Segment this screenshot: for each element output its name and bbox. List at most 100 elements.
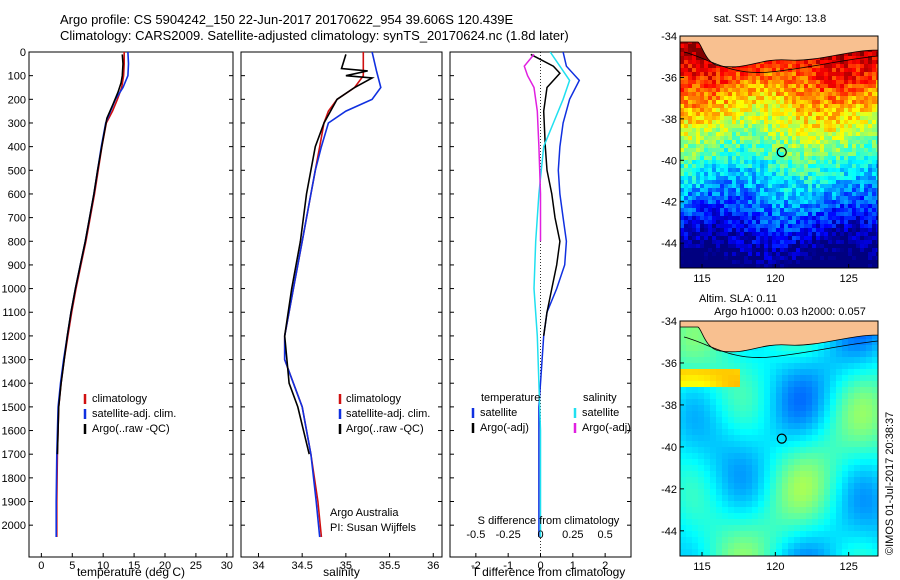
y-tick-label-5: 500 (8, 165, 26, 177)
map-x-tick-label-0: 115 (693, 273, 711, 285)
x-tick-label-2: 35 (340, 560, 352, 572)
legend-entry-1: satellite-adj. clim. (346, 408, 430, 420)
sst-map-title: sat. SST: 14 Argo: 13.8 (714, 13, 827, 25)
y-tick-label-14: 1400 (2, 378, 26, 390)
y-tick-label-11: 1100 (2, 307, 26, 319)
top-x-axis-label: S difference from climatology (478, 515, 620, 527)
map-x-tick-label-2: 125 (839, 273, 857, 285)
map-x-tick-label-1: 120 (766, 273, 784, 285)
x-tick-label-6: 30 (221, 560, 233, 572)
y-tick-label-2: 200 (8, 94, 26, 106)
y-tick-label-4: 400 (8, 142, 26, 154)
x-tick-label-0: 34 (252, 560, 264, 572)
shelf-contour (683, 51, 878, 73)
map-frame (679, 320, 879, 557)
y-tick-label-17: 1700 (2, 449, 26, 461)
legend-left-entry-1: satellite (480, 407, 517, 419)
map-y-tick-label-1: -36 (661, 358, 677, 370)
x-tick-label-5: 25 (190, 560, 202, 572)
x-tick-label-1: 5 (69, 560, 75, 572)
header-line1: Argo profile: CS 5904242_150 22-Jun-2017… (60, 12, 514, 27)
map-x-tick-label-1: 120 (766, 561, 784, 573)
x-tick-label-1: -1 (503, 560, 513, 572)
annotation-line-1: PI: Susan Wijffels (330, 522, 416, 534)
map-y-tick-label-2: -38 (661, 114, 677, 126)
x-tick-label-3: 15 (128, 560, 140, 572)
y-tick-label-6: 600 (8, 189, 26, 201)
map-frame (679, 35, 879, 269)
y-tick-label-13: 1300 (2, 355, 26, 367)
x-tick-label-4: 36 (427, 560, 439, 572)
y-tick-label-3: 300 (8, 118, 26, 130)
copyright-stamp: ©IMOS 01-Jul-2017 20:38:37 (884, 412, 896, 555)
top-x-tick-label-2: 0 (537, 529, 543, 541)
y-tick-label-16: 1600 (2, 426, 26, 438)
y-tick-label-1: 100 (8, 71, 26, 83)
legend-left-entry-0: temperature (481, 392, 540, 404)
y-tick-label-0: 0 (20, 47, 26, 59)
map-y-tick-label-3: -40 (661, 155, 677, 167)
map-y-tick-label-3: -40 (661, 442, 677, 454)
sla-map-panel: 115 120 125 -34 -36 -38 -40 -42 -44 (661, 316, 879, 573)
argo-location-marker (776, 147, 787, 158)
legend-right-entry-0: salinity (583, 392, 617, 404)
series-line-1 (283, 52, 382, 538)
x-tick-label-3: 1 (570, 560, 576, 572)
sla-map-subtitle: Argo h1000: 0.03 h2000: 0.057 (714, 306, 866, 318)
sst-map-panel: 115 120 125 -34 -36 -38 -40 -42 -44 (661, 31, 879, 285)
y-tick-label-8: 800 (8, 236, 26, 248)
map-y-tick-label-5: -44 (661, 526, 677, 538)
legend-right-entry-2: Argo(-adj) (582, 422, 631, 434)
x-tick-label-2: 0 (537, 560, 543, 572)
x-tick-label-2: 10 (97, 560, 109, 572)
legend-entry-0: climatology (92, 393, 148, 405)
x-axis-label: salinity (323, 565, 360, 579)
y-tick-label-20: 2000 (2, 520, 26, 532)
y-tick-label-15: 1500 (2, 402, 26, 414)
series-line-3 (523, 53, 542, 242)
plot-frame (28, 51, 234, 558)
map-y-tick-label-5: -44 (661, 238, 677, 250)
series-line-2 (283, 54, 375, 455)
series-line-2 (56, 54, 124, 455)
top-x-tick-label-1: -0.25 (496, 529, 521, 541)
top-x-tick-label-4: 0.5 (597, 529, 612, 541)
legend-entry-2: Argo(..raw -QC) (92, 423, 170, 435)
legend-entry-0: climatology (346, 393, 402, 405)
map-field (680, 321, 878, 556)
legend-left-entry-2: Argo(-adj) (480, 422, 529, 434)
salinity-profile-panel: 34 34.5 35 35.5 36 salinity climatology satelli… (240, 51, 443, 579)
series-line-1 (530, 53, 561, 337)
map-x-tick-label-2: 125 (839, 561, 857, 573)
x-tick-label-0: 0 (38, 560, 44, 572)
legend-right-entry-1: satellite (582, 407, 619, 419)
shelf-contour (683, 336, 878, 358)
map-y-tick-label-1: -36 (661, 72, 677, 84)
map-y-tick-label-4: -42 (661, 484, 677, 496)
sla-map-title: Altim. SLA: 0.11 (699, 293, 777, 305)
y-tick-label-18: 1800 (2, 473, 26, 485)
x-tick-label-1: 34.5 (291, 560, 312, 572)
y-tick-label-10: 1000 (2, 284, 26, 296)
map-x-tick-label-0: 115 (693, 561, 711, 573)
annotation-line-0: Argo Australia (330, 507, 399, 519)
top-x-tick-label-0: -0.5 (466, 529, 485, 541)
x-axis-label: temperature (deg C) (77, 565, 185, 579)
y-tick-label-12: 1200 (2, 331, 26, 343)
temperature-profile-panel: 0 5 10 15 20 25 300100200300400500600700800900… (2, 47, 234, 579)
map-y-tick-label-0: -34 (661, 31, 677, 43)
map-y-tick-label-2: -38 (661, 400, 677, 412)
x-tick-label-4: 2 (602, 560, 608, 572)
map-field (680, 36, 878, 268)
y-tick-label-9: 900 (8, 260, 26, 272)
argo-location-marker (776, 433, 787, 444)
land-mass (680, 36, 878, 68)
x-axis-label: T difference from climatology (472, 565, 626, 579)
x-tick-label-3: 35.5 (379, 560, 400, 572)
top-x-tick-label-3: 0.25 (562, 529, 583, 541)
y-tick-label-19: 1900 (2, 497, 26, 509)
header-line2: Climatology: CARS2009. Satellite-adjuste… (60, 28, 569, 43)
land-mass (680, 321, 878, 353)
y-tick-label-7: 700 (8, 213, 26, 225)
